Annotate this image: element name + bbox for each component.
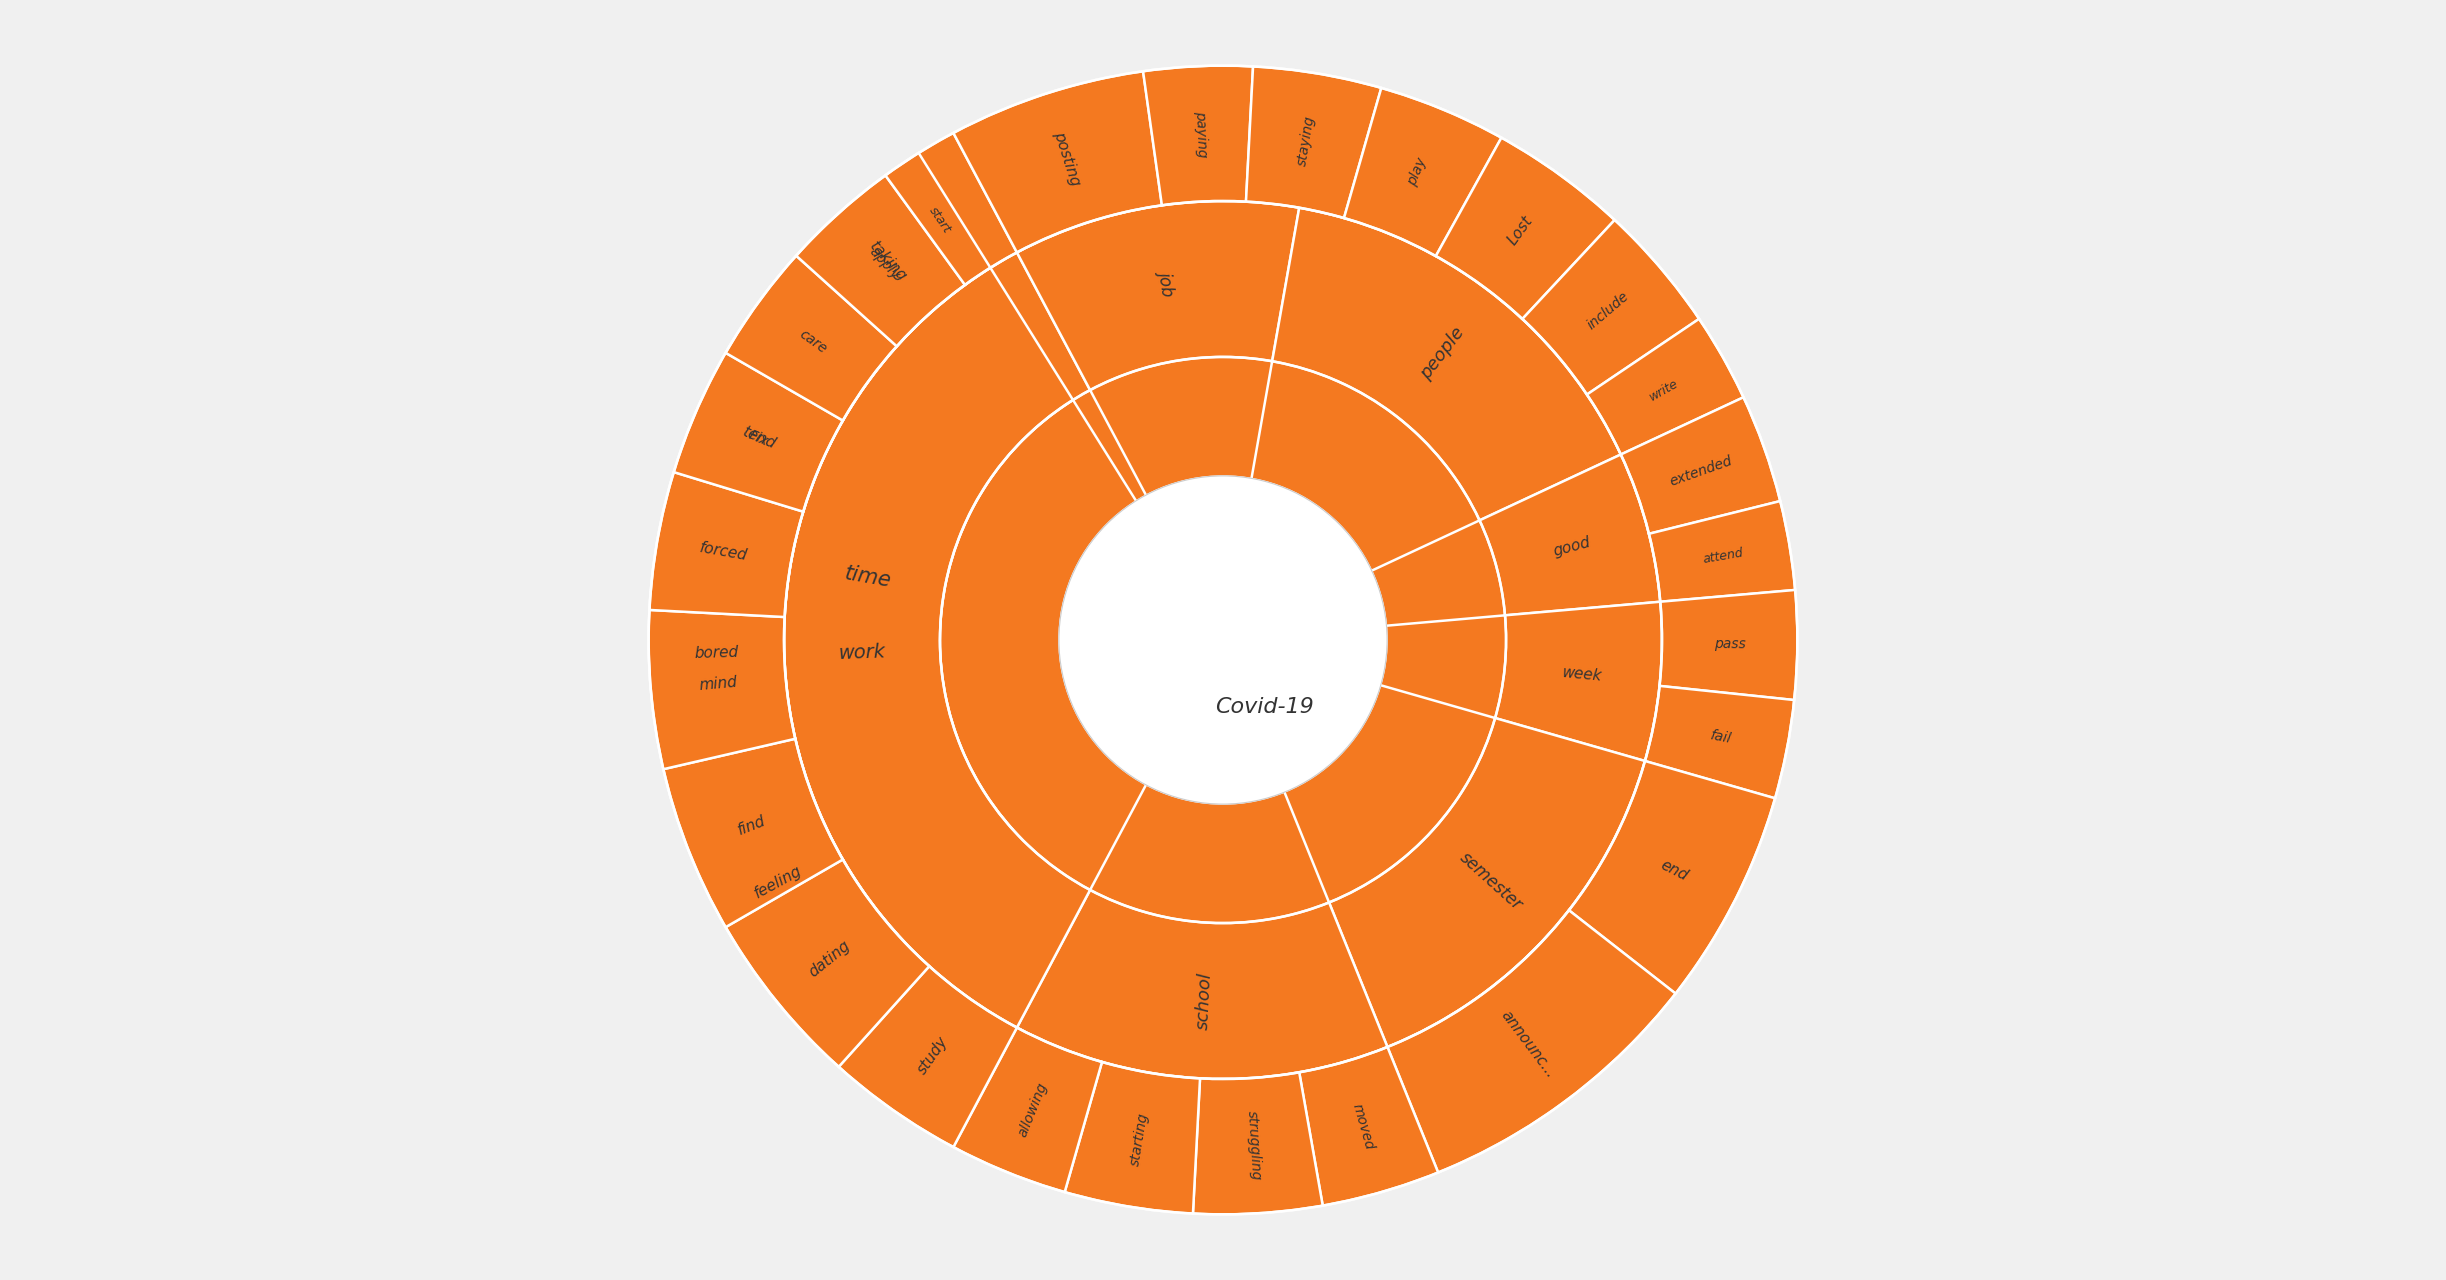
Wedge shape: [1064, 1062, 1201, 1213]
Text: care: care: [797, 328, 829, 357]
Wedge shape: [839, 966, 1018, 1147]
Text: start: start: [927, 205, 954, 236]
Text: Covid-19: Covid-19: [1216, 698, 1314, 717]
Text: announc...: announc...: [1497, 1009, 1558, 1082]
Text: week: week: [1561, 666, 1602, 684]
Text: play: play: [1404, 156, 1428, 188]
Text: attend: attend: [1702, 547, 1744, 566]
Text: posting: posting: [1052, 129, 1081, 187]
Wedge shape: [1343, 88, 1502, 256]
Text: apply: apply: [866, 244, 903, 283]
Text: taking: taking: [866, 238, 910, 283]
Wedge shape: [1568, 762, 1776, 993]
Wedge shape: [651, 472, 802, 617]
Wedge shape: [726, 859, 929, 1066]
Wedge shape: [726, 256, 898, 421]
Wedge shape: [1436, 138, 1614, 319]
Text: end: end: [1658, 856, 1690, 883]
Wedge shape: [1328, 718, 1646, 1047]
Wedge shape: [663, 739, 844, 927]
Text: semester: semester: [1455, 849, 1526, 914]
Wedge shape: [1142, 65, 1252, 205]
Wedge shape: [1018, 890, 1387, 1079]
Text: allowing: allowing: [1015, 1080, 1049, 1139]
Text: Lost: Lost: [1504, 212, 1536, 247]
Text: time: time: [841, 563, 893, 591]
Text: find: find: [736, 813, 768, 838]
Wedge shape: [1495, 602, 1661, 762]
Text: struggling: struggling: [1245, 1110, 1262, 1181]
Wedge shape: [785, 268, 1091, 1028]
Wedge shape: [795, 175, 966, 347]
Text: staying: staying: [1296, 114, 1318, 166]
Wedge shape: [753, 133, 1018, 388]
Text: good: good: [1551, 534, 1592, 559]
Wedge shape: [673, 353, 844, 512]
Wedge shape: [1658, 590, 1798, 700]
Text: paying: paying: [1194, 110, 1208, 157]
Text: moved: moved: [1350, 1102, 1377, 1152]
Wedge shape: [1521, 220, 1700, 394]
Text: job: job: [1155, 270, 1177, 297]
Text: bored: bored: [695, 645, 739, 662]
Wedge shape: [1622, 397, 1781, 534]
Text: write: write: [1646, 378, 1680, 404]
Wedge shape: [1299, 1047, 1438, 1206]
Circle shape: [648, 65, 1798, 1215]
Wedge shape: [785, 252, 1091, 933]
Text: mind: mind: [700, 675, 739, 694]
Text: starting: starting: [1128, 1112, 1150, 1167]
Wedge shape: [1018, 201, 1299, 390]
Wedge shape: [885, 152, 991, 285]
Wedge shape: [954, 72, 1162, 252]
Wedge shape: [1272, 207, 1622, 521]
Wedge shape: [1649, 500, 1795, 602]
Wedge shape: [648, 611, 795, 769]
Wedge shape: [648, 521, 800, 788]
Text: work: work: [839, 643, 885, 663]
Text: study: study: [915, 1033, 951, 1076]
Wedge shape: [1646, 686, 1795, 799]
Wedge shape: [1587, 319, 1744, 454]
Circle shape: [1059, 476, 1387, 804]
Wedge shape: [1194, 1073, 1323, 1215]
Text: school: school: [1194, 972, 1216, 1030]
Text: extended: extended: [1668, 453, 1734, 489]
Wedge shape: [1387, 910, 1676, 1172]
Text: pass: pass: [1715, 637, 1746, 652]
Wedge shape: [954, 1028, 1103, 1192]
Text: forced: forced: [700, 540, 748, 563]
Text: feeling: feeling: [751, 863, 805, 901]
Text: include: include: [1585, 289, 1631, 333]
Wedge shape: [1480, 454, 1661, 616]
Text: Fix: Fix: [746, 428, 770, 448]
Wedge shape: [660, 311, 863, 549]
Wedge shape: [668, 754, 898, 1024]
Text: people: people: [1416, 324, 1468, 383]
Text: fail: fail: [1710, 728, 1732, 745]
Wedge shape: [1245, 67, 1382, 218]
Text: dating: dating: [805, 938, 854, 980]
Text: tend: tend: [739, 424, 778, 452]
